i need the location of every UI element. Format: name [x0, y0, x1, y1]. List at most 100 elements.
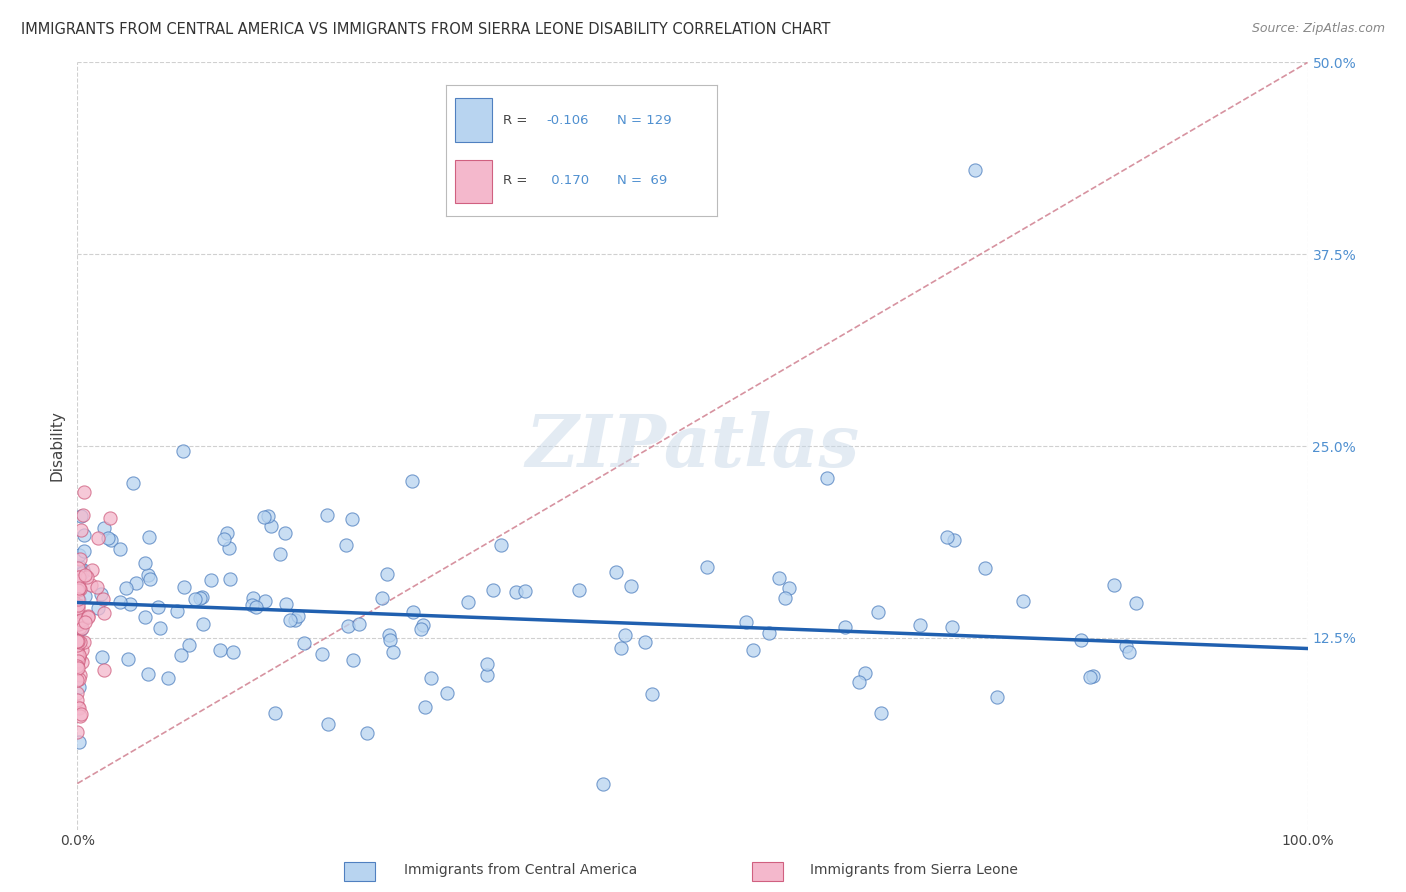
Point: [66, 640, 89, 655]
Point: [70, 621, 93, 635]
Point: [77, 608, 100, 623]
Point: [66, 582, 89, 597]
Point: [72, 508, 94, 522]
Point: [134, 610, 156, 624]
Point: [70, 643, 93, 657]
Point: [371, 591, 394, 606]
Point: [853, 666, 876, 681]
Point: [1081, 669, 1104, 683]
Point: [67, 700, 90, 714]
Point: [217, 525, 239, 540]
Point: [505, 585, 527, 599]
Point: [66, 639, 89, 653]
Point: [67, 593, 90, 607]
Point: [377, 628, 399, 642]
Point: [342, 512, 364, 526]
Point: [66, 615, 89, 630]
Point: [66, 634, 89, 648]
Point: [1115, 639, 1137, 653]
Point: [67, 559, 90, 574]
Point: [67, 648, 90, 662]
Point: [121, 476, 143, 491]
Point: [356, 726, 378, 740]
Point: [605, 565, 627, 579]
Point: [66, 657, 89, 671]
Point: [214, 533, 236, 547]
Point: [768, 571, 790, 585]
Point: [80, 578, 103, 592]
Point: [1104, 578, 1126, 592]
Point: [316, 508, 339, 523]
Point: [66, 561, 89, 575]
Point: [1012, 594, 1035, 608]
Point: [66, 659, 89, 673]
Point: [93, 521, 115, 535]
Point: [1070, 633, 1092, 648]
Point: [66, 642, 89, 657]
Point: [66, 647, 89, 661]
Point: [868, 605, 890, 619]
Point: [778, 581, 800, 595]
Point: [80, 563, 103, 577]
Point: [138, 666, 160, 681]
Point: [93, 606, 115, 620]
Point: [240, 599, 263, 613]
Point: [378, 633, 401, 648]
Point: [70, 508, 93, 523]
Point: [117, 652, 139, 666]
Point: [641, 688, 664, 702]
Point: [834, 620, 856, 634]
Point: [76, 610, 98, 624]
Point: [200, 573, 222, 587]
Point: [66, 634, 89, 648]
Point: [166, 604, 188, 618]
Text: IMMIGRANTS FROM CENTRAL AMERICA VS IMMIGRANTS FROM SIERRA LEONE DISABILITY CORRE: IMMIGRANTS FROM CENTRAL AMERICA VS IMMIG…: [21, 22, 831, 37]
Point: [475, 657, 498, 672]
Point: [66, 570, 89, 584]
Point: [491, 538, 513, 552]
Point: [420, 671, 443, 685]
Point: [184, 591, 207, 606]
Point: [66, 648, 89, 662]
Point: [274, 525, 297, 540]
Point: [316, 717, 339, 731]
Point: [73, 528, 96, 542]
Point: [76, 570, 98, 584]
Point: [70, 656, 93, 670]
Point: [413, 700, 436, 714]
Point: [98, 511, 121, 525]
Point: [67, 548, 90, 562]
Point: [986, 690, 1008, 704]
Point: [75, 567, 97, 582]
Point: [138, 530, 160, 544]
Point: [278, 613, 301, 627]
Point: [93, 664, 115, 678]
Point: [149, 622, 172, 636]
Point: [67, 581, 90, 595]
Point: [412, 617, 434, 632]
Point: [69, 668, 91, 682]
Point: [382, 645, 405, 659]
Point: [69, 635, 91, 649]
Point: [66, 725, 89, 739]
Point: [67, 600, 90, 615]
Point: [375, 566, 398, 581]
Point: [66, 692, 89, 706]
Point: [614, 628, 637, 642]
Point: [73, 615, 96, 630]
Point: [69, 551, 91, 566]
Point: [568, 582, 591, 597]
Point: [90, 587, 112, 601]
Point: [75, 589, 97, 603]
Point: [148, 599, 170, 614]
Point: [70, 524, 93, 538]
Point: [67, 616, 90, 631]
Point: [97, 531, 120, 545]
Point: [908, 618, 931, 632]
Point: [69, 620, 91, 634]
Point: [66, 606, 89, 620]
Point: [965, 162, 987, 177]
Point: [91, 591, 114, 606]
Point: [401, 474, 423, 488]
Point: [943, 533, 966, 547]
